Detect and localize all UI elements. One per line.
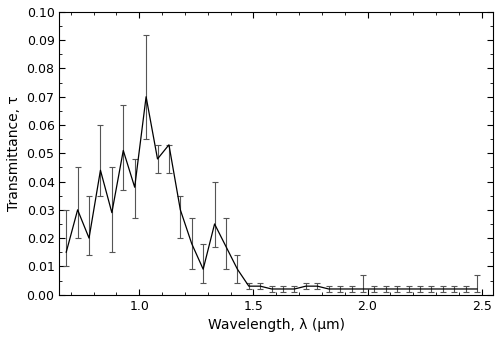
Y-axis label: Transmittance, τ: Transmittance, τ (7, 96, 21, 211)
X-axis label: Wavelength, λ (μm): Wavelength, λ (μm) (208, 318, 344, 332)
